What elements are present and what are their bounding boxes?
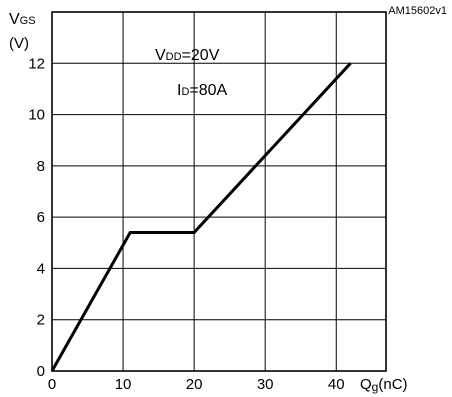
annotation-vdd-value: =20V bbox=[182, 47, 220, 64]
annotation-id: ID=80A bbox=[177, 82, 228, 99]
y-tick-label-10: 10 bbox=[28, 107, 45, 124]
x-axis-label-sub: g bbox=[372, 380, 379, 394]
x-tick-label-20: 20 bbox=[186, 376, 203, 393]
vgs-curve bbox=[50, 62, 352, 372]
y-axis-label-main: V bbox=[9, 11, 20, 28]
y-tick-label-2: 2 bbox=[37, 312, 45, 329]
annotation-id-sub: D bbox=[181, 86, 189, 98]
y-tick-label-4: 4 bbox=[37, 260, 45, 277]
x-tick-label-30: 30 bbox=[257, 376, 274, 393]
annotation-id-main: I bbox=[177, 82, 181, 99]
x-axis-label: Qg(nC) bbox=[360, 376, 408, 394]
x-axis-label-unit: (nC) bbox=[378, 376, 407, 393]
annotation-vdd-main: V bbox=[155, 47, 166, 64]
y-tick-label-12: 12 bbox=[28, 55, 45, 72]
y-axis-label-sub: GS bbox=[20, 15, 36, 27]
x-axis-label-main: Q bbox=[360, 376, 372, 393]
annotation-id-value: =80A bbox=[189, 82, 227, 99]
grid bbox=[52, 12, 386, 371]
plot-frame bbox=[51, 11, 387, 372]
y-tick-label-6: 6 bbox=[37, 209, 45, 226]
y-tick-labels: 0 2 4 6 8 10 12 bbox=[28, 55, 45, 380]
y-axis-label: VGS bbox=[9, 11, 36, 28]
annotation-vdd-sub: DD bbox=[166, 51, 182, 63]
figure-code: AM15602v1 bbox=[388, 5, 447, 17]
y-axis-unit: (V) bbox=[9, 35, 29, 52]
y-tick-label-8: 8 bbox=[37, 158, 45, 175]
x-tick-label-40: 40 bbox=[328, 376, 345, 393]
annotation-vdd: VDD=20V bbox=[155, 47, 220, 64]
x-tick-labels: 0 10 20 30 40 bbox=[48, 376, 345, 393]
y-tick-label-0: 0 bbox=[37, 363, 45, 380]
x-tick-label-10: 10 bbox=[115, 376, 132, 393]
x-tick-label-0: 0 bbox=[48, 376, 56, 393]
